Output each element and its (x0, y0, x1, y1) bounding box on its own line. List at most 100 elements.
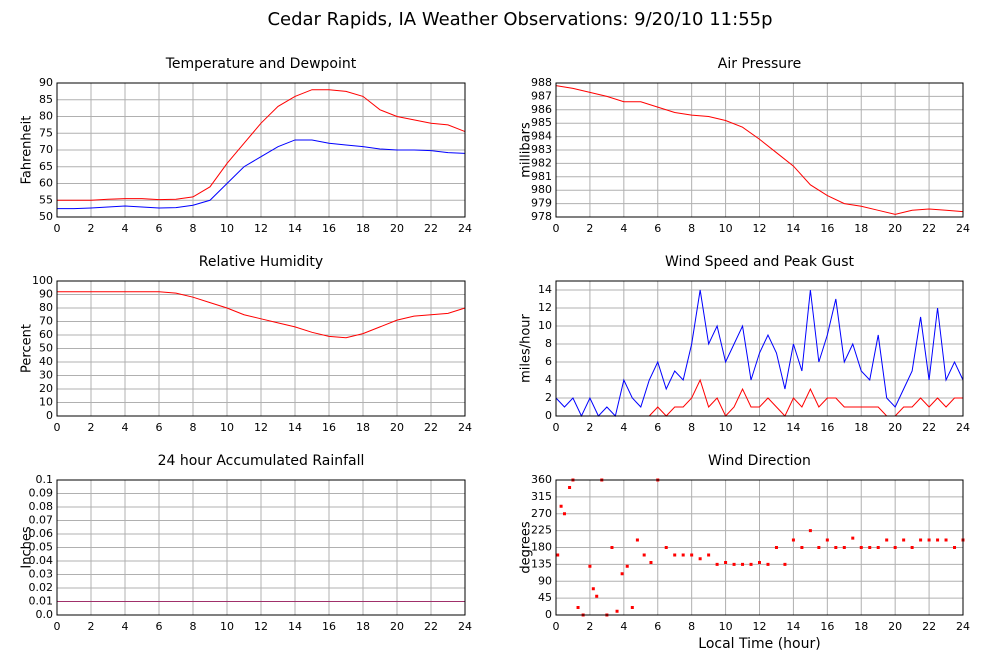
point (927, 538, 931, 542)
plot-border (555, 479, 964, 616)
plot-border (56, 82, 466, 218)
y-tick-label: 270 (531, 507, 552, 520)
x-tick-label: 8 (190, 620, 197, 633)
x-tick-label: 0 (54, 421, 61, 434)
y-tick-label: 10 (39, 396, 53, 409)
x-tick-label: 14 (288, 620, 302, 633)
x-tick-label: 8 (688, 222, 695, 235)
point (707, 553, 711, 557)
x-tick-label: 12 (254, 421, 268, 434)
x-tick-label: 10 (719, 421, 733, 434)
y-tick-label: 0.02 (29, 581, 54, 594)
x-tick-label: 14 (786, 421, 800, 434)
point (673, 553, 677, 557)
y-tick-label: 50 (39, 342, 53, 355)
point (635, 538, 639, 542)
x-tick-label: 16 (322, 222, 336, 235)
panel-title: Relative Humidity (199, 254, 323, 270)
x-tick-label: 18 (356, 222, 370, 235)
x-tick-label: 12 (254, 222, 268, 235)
x-tick-label: 4 (620, 620, 627, 633)
y-tick-label: 981 (531, 170, 552, 183)
x-tick-label: 6 (156, 620, 163, 633)
x-tick-label: 12 (753, 222, 767, 235)
x-tick-label: 22 (424, 222, 438, 235)
point (758, 561, 761, 564)
point (791, 538, 795, 542)
y-tick-label: 80 (39, 110, 53, 123)
x-tick-label: 16 (322, 620, 336, 633)
y-tick-label: 8 (545, 337, 552, 350)
x-tick-label: 16 (820, 421, 834, 434)
y-tick-label: 0.05 (29, 541, 54, 554)
y-tick-label: 0.04 (29, 554, 54, 567)
x-tick-label: 0 (553, 620, 560, 633)
x-tick-label: 12 (753, 620, 767, 633)
x-tick-label: 18 (854, 222, 868, 235)
x-tick-label: 2 (88, 222, 95, 235)
x-tick-label: 8 (190, 222, 197, 235)
x-tick-label: 8 (688, 421, 695, 434)
point (944, 538, 948, 542)
point (885, 538, 889, 542)
y-axis-label: Inches (20, 526, 35, 568)
point (620, 572, 624, 576)
x-tick-label: 24 (956, 222, 970, 235)
x-tick-label: 12 (753, 421, 767, 434)
x-tick-label: 14 (288, 222, 302, 235)
plot-border (555, 82, 964, 218)
y-tick-label: 14 (538, 283, 552, 296)
point (919, 538, 923, 542)
y-tick-label: 40 (39, 355, 53, 368)
y-tick-label: 0.08 (29, 500, 54, 513)
point (859, 546, 863, 549)
x-tick-label: 4 (620, 222, 627, 235)
y-axis-label: Percent (20, 324, 35, 373)
y-tick-label: 0.09 (29, 487, 54, 500)
x-tick-label: 4 (122, 620, 129, 633)
x-tick-label: 24 (458, 620, 472, 633)
y-tick-label: 978 (531, 210, 552, 223)
x-tick-label: 2 (586, 620, 593, 633)
point (568, 486, 572, 489)
point (649, 561, 653, 564)
x-tick-label: 16 (820, 222, 834, 235)
point (868, 546, 872, 549)
x-tick-label: 10 (719, 620, 733, 633)
y-tick-label: 80 (39, 301, 53, 314)
y-tick-label: 988 (531, 76, 552, 89)
y-axis-label: miles/hour (519, 313, 534, 382)
point (724, 561, 728, 564)
point (902, 538, 906, 542)
x-tick-label: 12 (254, 620, 268, 633)
point (817, 546, 821, 549)
x-tick-label: 22 (424, 620, 438, 633)
point (834, 546, 838, 549)
y-tick-label: 70 (39, 143, 53, 156)
point (825, 538, 829, 542)
y-tick-label: 20 (39, 382, 53, 395)
point (774, 546, 778, 549)
y-tick-label: 0 (46, 409, 53, 422)
y-tick-label: 45 (538, 591, 552, 604)
y-tick-label: 0 (545, 608, 552, 621)
x-tick-label: 6 (654, 421, 661, 434)
point (556, 553, 560, 557)
y-tick-label: 986 (531, 103, 552, 116)
x-tick-label: 0 (54, 222, 61, 235)
x-tick-label: 20 (888, 620, 902, 633)
y-tick-label: 4 (545, 373, 552, 386)
x-tick-label: 18 (854, 620, 868, 633)
panel-title: Wind Speed and Peak Gust (665, 254, 854, 270)
y-tick-label: 987 (531, 89, 552, 102)
x-tick-label: 20 (888, 421, 902, 434)
x-tick-label: 22 (922, 620, 936, 633)
point (910, 546, 914, 549)
x-tick-label: 20 (390, 620, 404, 633)
y-tick-label: 90 (538, 574, 552, 587)
point (681, 553, 685, 557)
point (741, 562, 745, 566)
y-tick-label: 60 (39, 328, 53, 341)
